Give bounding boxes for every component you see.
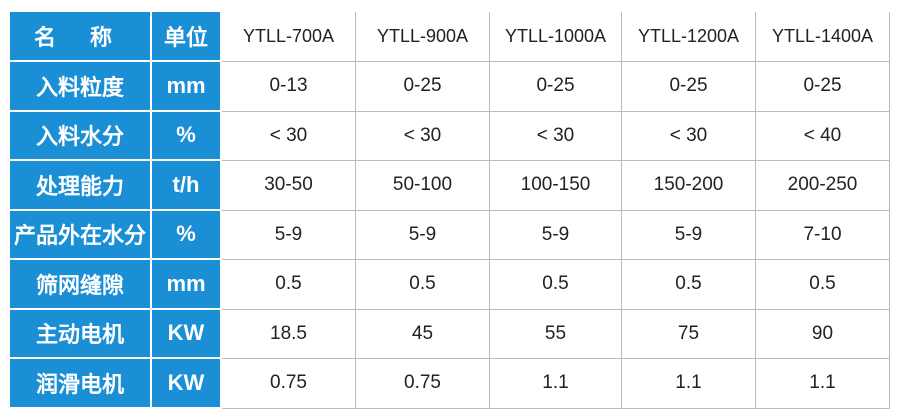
row-label: 筛网缝隙: [10, 260, 152, 310]
value-cell: 1.1: [622, 359, 756, 409]
header-cell: YTLL-1000A: [490, 12, 622, 62]
row-label: %: [152, 210, 222, 260]
header-cell: YTLL-900A: [356, 12, 490, 62]
value-cell: < 40: [756, 111, 890, 161]
value-cell: 1.1: [490, 359, 622, 409]
value-cell: 0.75: [356, 359, 490, 409]
row-label: 主动电机: [10, 309, 152, 359]
value-cell: 18.5: [222, 309, 356, 359]
row-label: 产品外在水分: [10, 210, 152, 260]
value-cell: 30-50: [222, 161, 356, 211]
value-cell: 0.5: [756, 260, 890, 310]
value-cell: 0.75: [222, 359, 356, 409]
value-cell: 5-9: [490, 210, 622, 260]
spec-table: 名 称单位 YTLL-700A YTLL-900A YTLL-1000A YTLL-12…: [10, 12, 890, 409]
header-cell: YTLL-1400A: [756, 12, 890, 62]
value-cell: 45: [356, 309, 490, 359]
header-cell: 名 称: [10, 12, 152, 62]
value-cell: < 30: [356, 111, 490, 161]
value-cell: 55: [490, 309, 622, 359]
row-label: mm: [152, 62, 222, 112]
header-cell: YTLL-1200A: [622, 12, 756, 62]
value-cell: < 30: [490, 111, 622, 161]
row-label: 润滑电机: [10, 359, 152, 409]
value-cell: 5-9: [356, 210, 490, 260]
header-cell: YTLL-700A: [222, 12, 356, 62]
value-cell: 90: [756, 309, 890, 359]
row-label: 处理能力: [10, 161, 152, 211]
value-cell: 0-25: [756, 62, 890, 112]
value-cell: 150-200: [622, 161, 756, 211]
value-cell: 50-100: [356, 161, 490, 211]
value-cell: 0-25: [490, 62, 622, 112]
value-cell: 7-10: [756, 210, 890, 260]
value-cell: 200-250: [756, 161, 890, 211]
header-cell: 单位: [152, 12, 222, 62]
value-cell: 0-13: [222, 62, 356, 112]
row-label: t/h: [152, 161, 222, 211]
value-cell: 0.5: [222, 260, 356, 310]
value-cell: 0.5: [356, 260, 490, 310]
value-cell: < 30: [222, 111, 356, 161]
value-cell: 100-150: [490, 161, 622, 211]
row-label: KW: [152, 359, 222, 409]
value-cell: 5-9: [622, 210, 756, 260]
value-cell: 0.5: [490, 260, 622, 310]
value-cell: < 30: [622, 111, 756, 161]
value-cell: 1.1: [756, 359, 890, 409]
value-cell: 0-25: [622, 62, 756, 112]
row-label: mm: [152, 260, 222, 310]
row-label: 入料粒度: [10, 62, 152, 112]
row-label: 入料水分: [10, 111, 152, 161]
value-cell: 75: [622, 309, 756, 359]
row-label: %: [152, 111, 222, 161]
value-cell: 5-9: [222, 210, 356, 260]
value-cell: 0-25: [356, 62, 490, 112]
row-label: KW: [152, 309, 222, 359]
value-cell: 0.5: [622, 260, 756, 310]
